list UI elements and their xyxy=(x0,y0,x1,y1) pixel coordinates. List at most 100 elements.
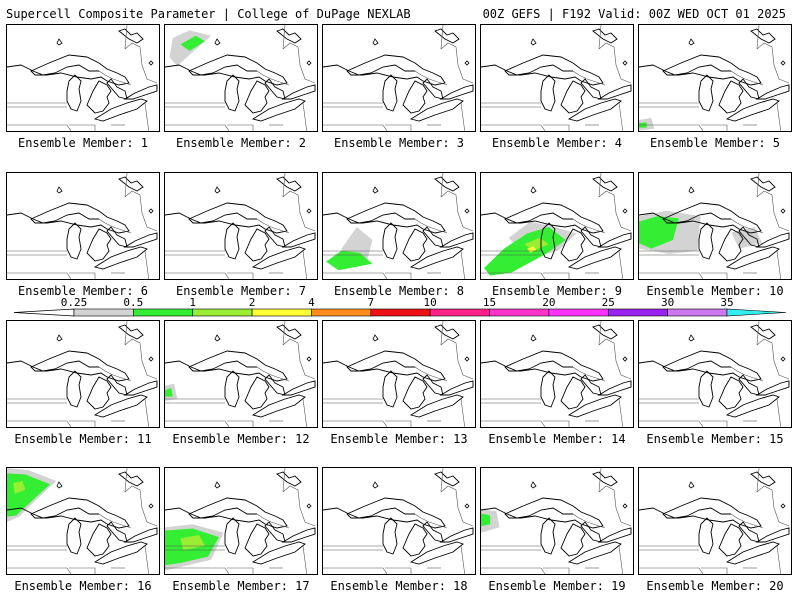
state-boundary xyxy=(323,567,388,574)
ensemble-member-label: Ensemble Member: 17 xyxy=(172,579,310,593)
coastline xyxy=(244,523,270,557)
scp-contour-area xyxy=(731,227,763,249)
coastline xyxy=(244,376,270,410)
state-boundary xyxy=(69,124,96,131)
coastline xyxy=(66,74,82,112)
state-boundary xyxy=(618,102,624,131)
map-canvas xyxy=(481,173,632,279)
coastline xyxy=(7,360,99,372)
coastline xyxy=(106,78,128,100)
ensemble-member-label: Ensemble Member: 10 xyxy=(646,284,784,298)
state-boundary xyxy=(302,250,308,279)
coastline xyxy=(123,84,158,100)
legend-tick-label: 15 xyxy=(482,296,497,309)
state-boundary xyxy=(124,321,128,346)
state-boundary xyxy=(572,70,606,86)
state-boundary xyxy=(460,250,466,279)
coastline xyxy=(540,370,556,408)
coastline xyxy=(718,376,744,410)
ensemble-member-map-9 xyxy=(480,172,634,280)
legend-tick-label: 1 xyxy=(189,296,197,309)
coastline xyxy=(106,521,128,543)
coastline xyxy=(86,228,112,262)
state-boundary xyxy=(639,272,704,279)
state-boundary xyxy=(7,567,72,574)
coastline xyxy=(750,471,776,487)
state-boundary xyxy=(124,173,128,198)
lake-outline xyxy=(372,38,379,46)
ensemble-member-label: Ensemble Member: 12 xyxy=(172,432,310,446)
state-boundary xyxy=(701,420,728,427)
coastline xyxy=(504,54,604,86)
ensemble-member-map-19 xyxy=(480,467,634,575)
ensemble-member-map-1 xyxy=(6,24,160,132)
lake-outline xyxy=(56,334,63,342)
coastline xyxy=(422,521,444,543)
coastline xyxy=(244,80,270,114)
legend-arrow-low xyxy=(13,308,75,317)
ensemble-member-label: Ensemble Member: 16 xyxy=(14,579,152,593)
scp-contour-area xyxy=(13,481,26,494)
state-boundary xyxy=(302,102,308,131)
ensemble-member-label: Ensemble Member: 2 xyxy=(175,136,307,150)
coastline xyxy=(662,350,762,382)
state-boundary xyxy=(598,338,632,380)
state-boundary xyxy=(323,420,388,427)
coastline xyxy=(276,471,302,487)
coastline xyxy=(718,228,744,262)
lake-outline xyxy=(214,334,221,342)
coastline xyxy=(725,394,780,418)
state-boundary xyxy=(282,468,286,493)
scp-contour-area xyxy=(165,388,173,397)
map-canvas xyxy=(7,25,158,131)
state-boundary xyxy=(756,25,760,50)
state-boundary xyxy=(227,420,254,427)
ensemble-member-map-11 xyxy=(6,320,160,428)
map-canvas xyxy=(481,25,632,131)
ensemble-member-label: Ensemble Member: 8 xyxy=(333,284,465,298)
coastline xyxy=(481,507,573,519)
coastline xyxy=(118,28,144,44)
lake-outline xyxy=(56,186,63,194)
coastline xyxy=(439,232,474,248)
coastline xyxy=(123,380,158,396)
state-boundary xyxy=(756,338,790,380)
ensemble-member-label: Ensemble Member: 7 xyxy=(175,284,307,298)
color-legend: 0.25 0.5 1 2 4 7 10 15 20 25 30 35 xyxy=(0,296,800,318)
coastline xyxy=(188,54,288,86)
lake-outline xyxy=(306,60,312,66)
valid-time: 00Z GEFS | F192 Valid: 00Z WED OCT 01 20… xyxy=(482,7,786,21)
state-boundary xyxy=(701,567,728,574)
map-canvas xyxy=(639,25,790,131)
state-boundary xyxy=(98,366,132,382)
state-boundary xyxy=(124,42,158,84)
state-boundary xyxy=(730,70,764,86)
state-boundary xyxy=(730,366,764,382)
legend-swatch xyxy=(548,308,609,317)
state-boundary xyxy=(460,398,466,427)
map-canvas xyxy=(165,173,316,279)
state-boundary xyxy=(776,545,782,574)
coastline xyxy=(698,222,714,260)
state-boundary xyxy=(572,366,606,382)
coastline xyxy=(698,517,714,555)
coastline xyxy=(698,370,714,408)
state-boundary xyxy=(69,567,96,574)
state-boundary xyxy=(481,567,546,574)
coastline xyxy=(439,84,474,100)
state-boundary xyxy=(756,321,760,346)
state-boundary xyxy=(256,218,290,234)
coastline xyxy=(165,507,257,519)
legend-tick-label: 7 xyxy=(367,296,375,309)
lake-outline xyxy=(372,334,379,342)
coastline xyxy=(750,176,776,192)
state-boundary xyxy=(414,70,448,86)
lake-outline xyxy=(780,503,786,509)
state-boundary xyxy=(165,420,230,427)
lake-outline xyxy=(56,481,63,489)
lake-outline xyxy=(688,481,695,489)
state-boundary xyxy=(756,42,790,84)
ensemble-member-map-12 xyxy=(164,320,318,428)
coastline xyxy=(276,176,302,192)
state-boundary xyxy=(440,42,474,84)
